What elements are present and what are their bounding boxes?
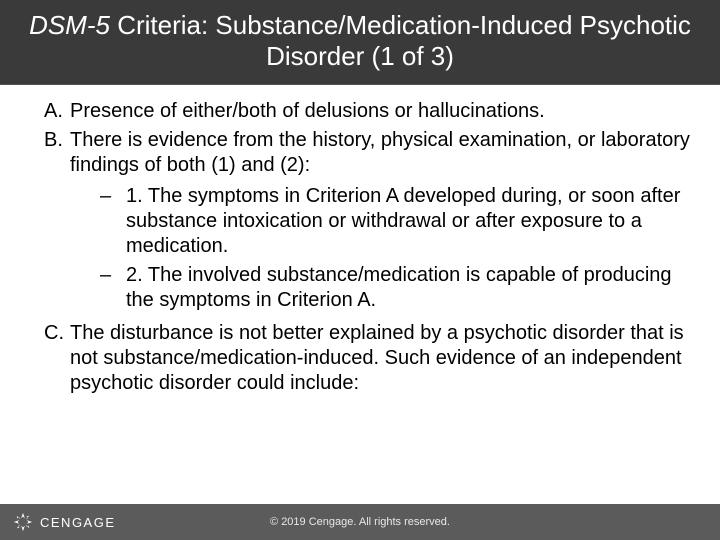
title-italic: DSM-5 <box>29 10 110 40</box>
title-rest: Criteria: Substance/Medication-Induced P… <box>110 10 691 71</box>
criterion-c: C. The disturbance is not better explain… <box>52 321 692 396</box>
criterion-b-text: There is evidence from the history, phys… <box>70 129 690 176</box>
slide-title: DSM-5 Criteria: Substance/Medication-Ind… <box>20 10 700 72</box>
criterion-b1: 1. The symptoms in Criterion A developed… <box>100 184 692 259</box>
title-bar: DSM-5 Criteria: Substance/Medication-Ind… <box>0 0 720 85</box>
criterion-b1-text: 1. The symptoms in Criterion A developed… <box>126 185 680 257</box>
marker-a: A. <box>44 99 63 124</box>
criterion-a-text: Presence of either/both of delusions or … <box>70 100 545 122</box>
slide-content: A. Presence of either/both of delusions … <box>0 85 720 396</box>
cengage-icon <box>12 511 34 533</box>
criterion-b-sublist: 1. The symptoms in Criterion A developed… <box>70 184 692 313</box>
criterion-b: B. There is evidence from the history, p… <box>52 128 692 313</box>
criterion-c-text: The disturbance is not better explained … <box>70 322 684 394</box>
criterion-a: A. Presence of either/both of delusions … <box>52 99 692 124</box>
copyright-text: © 2019 Cengage. All rights reserved. <box>270 516 450 528</box>
criterion-b2: 2. The involved substance/medication is … <box>100 263 692 313</box>
brand-text: CENGAGE <box>40 515 116 530</box>
marker-b: B. <box>44 128 63 153</box>
brand-logo: CENGAGE <box>0 511 116 533</box>
footer-bar: CENGAGE © 2019 Cengage. All rights reser… <box>0 504 720 540</box>
criteria-list: A. Presence of either/both of delusions … <box>28 99 692 396</box>
criterion-b2-text: 2. The involved substance/medication is … <box>126 264 672 311</box>
marker-c: C. <box>44 321 64 346</box>
